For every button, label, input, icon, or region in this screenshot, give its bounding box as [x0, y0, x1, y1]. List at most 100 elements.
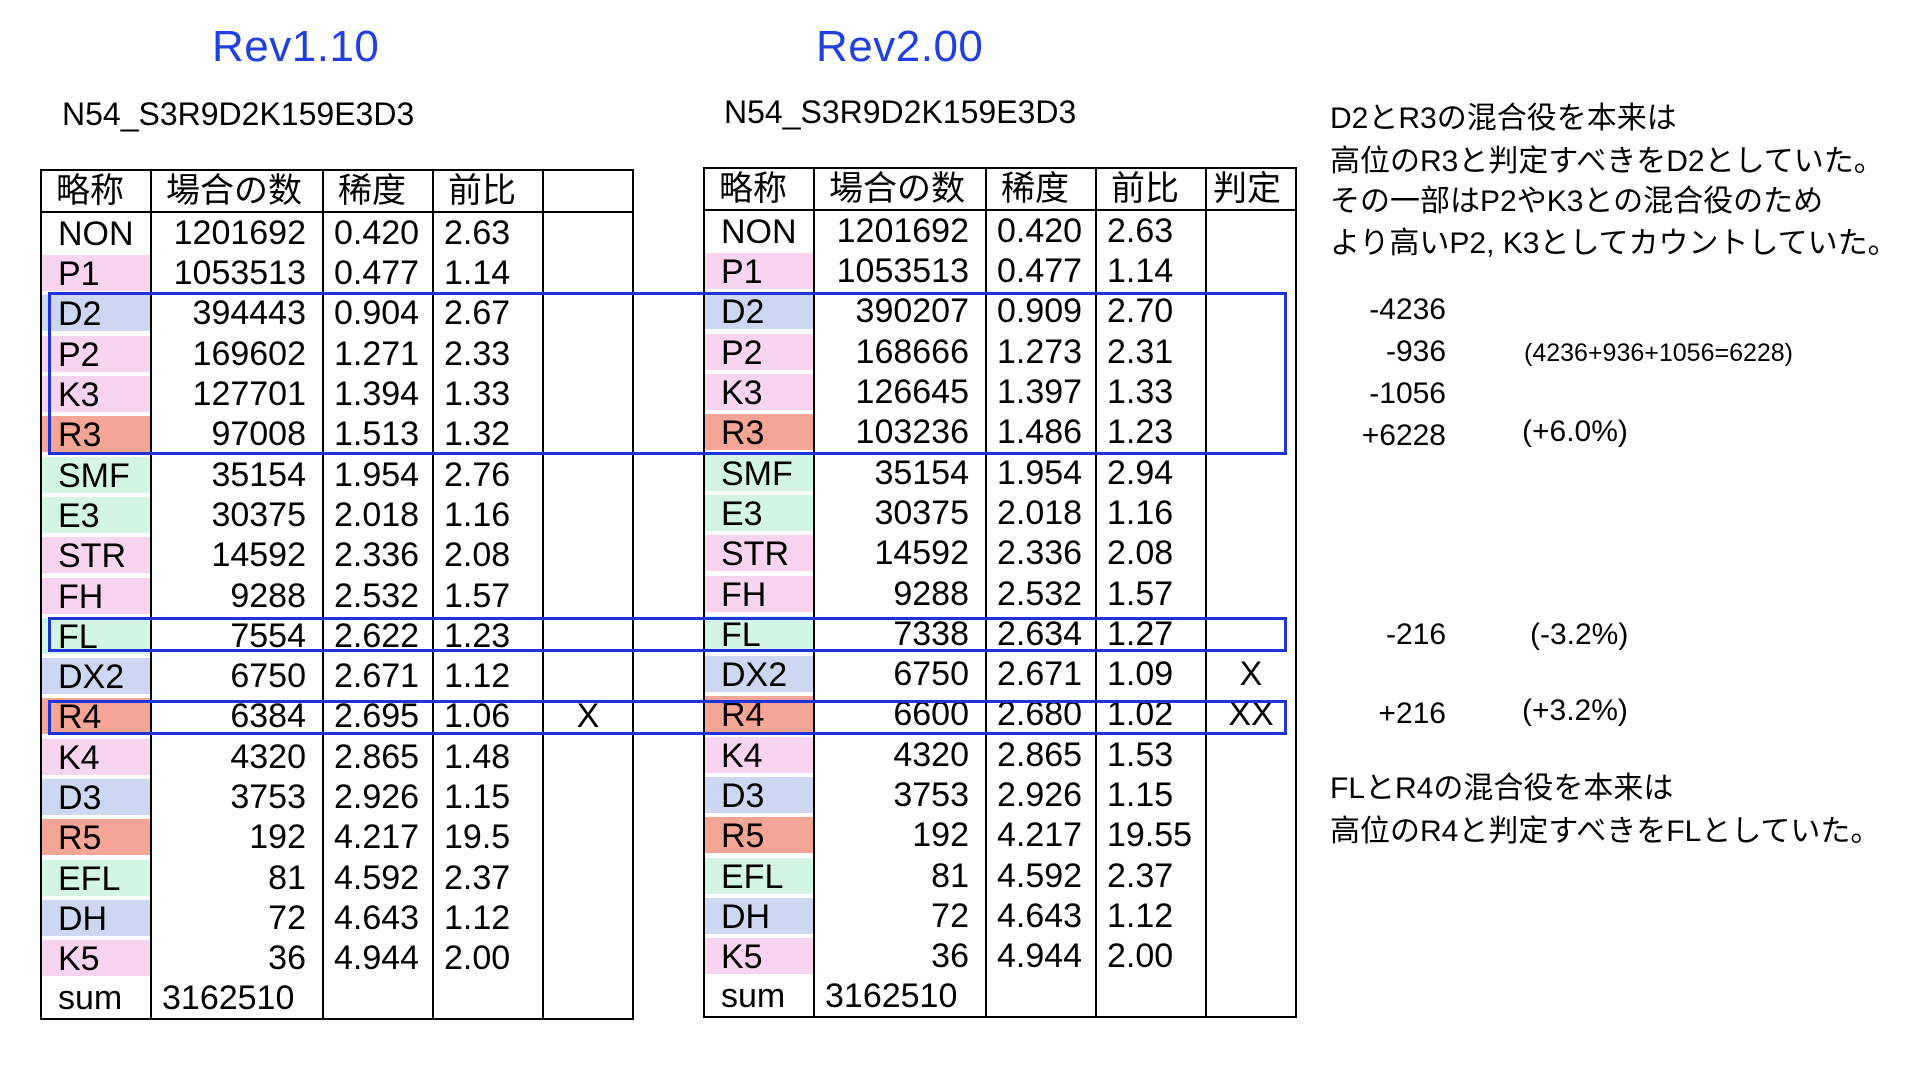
right-table: 略称 場合の数 稀度 前比 判定 NON 1201692 0.420 2.63 P1 10…: [703, 167, 1297, 1019]
row-judge: [542, 655, 634, 697]
row-ratio: 1.27: [1095, 613, 1207, 654]
row-ratio: 1.12: [1095, 895, 1207, 937]
row-name-cell: K5: [40, 938, 152, 979]
sum-empty-cell: [432, 978, 544, 1021]
diff-p2: -936: [1385, 335, 1446, 368]
row-rarity: 1.513: [322, 414, 434, 455]
row-ratio: 2.76: [432, 454, 544, 495]
table-row: E3 30375 2.018 1.16: [40, 494, 634, 536]
row-name: R3: [706, 414, 812, 452]
diff-r3: +6228: [1361, 419, 1446, 452]
pct-fl: (-3.2%): [1530, 618, 1629, 651]
table-row: D2 394443 0.904 2.67: [40, 293, 634, 334]
sum-row: sum 3162510: [703, 976, 1297, 1019]
row-ratio: 2.67: [432, 293, 544, 334]
header-count: 場合の数: [150, 170, 324, 213]
table-row: R5 192 4.217 19.5: [40, 817, 634, 858]
row-count: 14592: [813, 533, 987, 574]
row-name-cell: FL: [40, 615, 152, 656]
table-row: K3 127701 1.394 1.33: [40, 373, 634, 415]
row-name-cell: D2: [40, 293, 152, 334]
row-name-cell: K4: [40, 736, 152, 777]
table-row: DX2 6750 2.671 1.12: [40, 655, 634, 697]
row-rarity: 2.532: [985, 573, 1097, 614]
table-row: E3 30375 2.018 1.16: [703, 492, 1297, 534]
row-count: 81: [150, 857, 324, 898]
sum-empty-cell: [985, 976, 1097, 1019]
row-count: 35154: [150, 454, 324, 495]
row-ratio: 1.12: [432, 655, 544, 697]
row-ratio: 2.08: [432, 535, 544, 576]
right-rev-title: Rev2.00: [816, 22, 984, 71]
note-bottom-line-1: FLとR4の混合役を本来は: [1330, 772, 1674, 805]
row-judge: [1205, 573, 1297, 614]
row-judge: [542, 736, 634, 777]
row-ratio: 1.48: [432, 736, 544, 777]
row-rarity: 2.336: [322, 535, 434, 576]
row-rarity: 2.695: [322, 696, 434, 737]
row-ratio: 2.33: [432, 333, 544, 374]
row-name-cell: P1: [703, 251, 815, 292]
sum-row: sum 3162510: [40, 978, 634, 1021]
row-ratio: 1.14: [432, 253, 544, 294]
row-name-cell: STR: [40, 535, 152, 576]
row-ratio: 1.06: [432, 696, 544, 737]
row-count: 126645: [813, 371, 987, 413]
row-judge: [1205, 210, 1297, 251]
row-judge: [1205, 533, 1297, 574]
header-row: 略称 場合の数 稀度 前比: [40, 170, 634, 213]
header-count: 場合の数: [813, 168, 987, 211]
row-rarity: 1.954: [322, 454, 434, 495]
row-count: 1053513: [150, 253, 324, 294]
row-judge: [1205, 855, 1297, 896]
header-judge: [542, 170, 634, 213]
row-name: SMF: [706, 454, 812, 493]
row-rarity: 0.420: [985, 210, 1097, 251]
row-count: 7554: [150, 615, 324, 656]
row-judge: [542, 857, 634, 898]
note-top-line-2: 高位のR3と判定すべきをD2としていた。: [1330, 145, 1884, 178]
row-rarity: 2.018: [322, 494, 434, 536]
row-name-cell: R5: [40, 817, 152, 858]
table-row: D2 390207 0.909 2.70: [703, 291, 1297, 332]
row-name-cell: FH: [703, 573, 815, 614]
row-name: D3: [706, 777, 812, 815]
row-count: 36: [813, 936, 987, 977]
row-rarity: 2.336: [985, 533, 1097, 574]
row-judge: [1205, 734, 1297, 775]
row-count: 1201692: [150, 212, 324, 253]
row-name: D3: [43, 779, 149, 817]
row-judge: [542, 454, 634, 495]
row-rarity: 2.622: [322, 615, 434, 656]
row-rarity: 2.865: [985, 734, 1097, 775]
table-row: NON 1201692 0.420 2.63: [703, 210, 1297, 251]
row-rarity: 2.532: [322, 575, 434, 616]
row-name-cell: K5: [703, 936, 815, 977]
row-ratio: 1.15: [432, 776, 544, 818]
table-row: DH 72 4.643 1.12: [40, 897, 634, 939]
row-name-cell: NON: [40, 212, 152, 253]
row-count: 3753: [813, 774, 987, 816]
row-ratio: 2.00: [1095, 936, 1207, 977]
table-row: STR 14592 2.336 2.08: [40, 535, 634, 576]
row-name-cell: DH: [703, 895, 815, 937]
row-rarity: 2.018: [985, 492, 1097, 534]
row-judge: [1205, 412, 1297, 453]
row-judge: [542, 253, 634, 294]
row-name-cell: R5: [703, 815, 815, 856]
table-row: FL 7554 2.622 1.23: [40, 615, 634, 656]
table-row: EFL 81 4.592 2.37: [40, 857, 634, 898]
row-judge: [542, 373, 634, 415]
row-name: DH: [706, 897, 812, 936]
row-rarity: 0.909: [985, 291, 1097, 332]
diff-r4: +216: [1378, 697, 1446, 730]
table-row: P2 168666 1.273 2.31: [703, 331, 1297, 372]
row-ratio: 1.23: [1095, 412, 1207, 453]
row-count: 3753: [150, 776, 324, 818]
pct-r4: (+3.2%): [1522, 694, 1628, 727]
row-name: P1: [706, 253, 812, 291]
row-ratio: 19.5: [432, 817, 544, 858]
row-rarity: 4.944: [322, 938, 434, 979]
sum-empty-cell: [542, 978, 634, 1021]
row-rarity: 1.394: [322, 373, 434, 415]
